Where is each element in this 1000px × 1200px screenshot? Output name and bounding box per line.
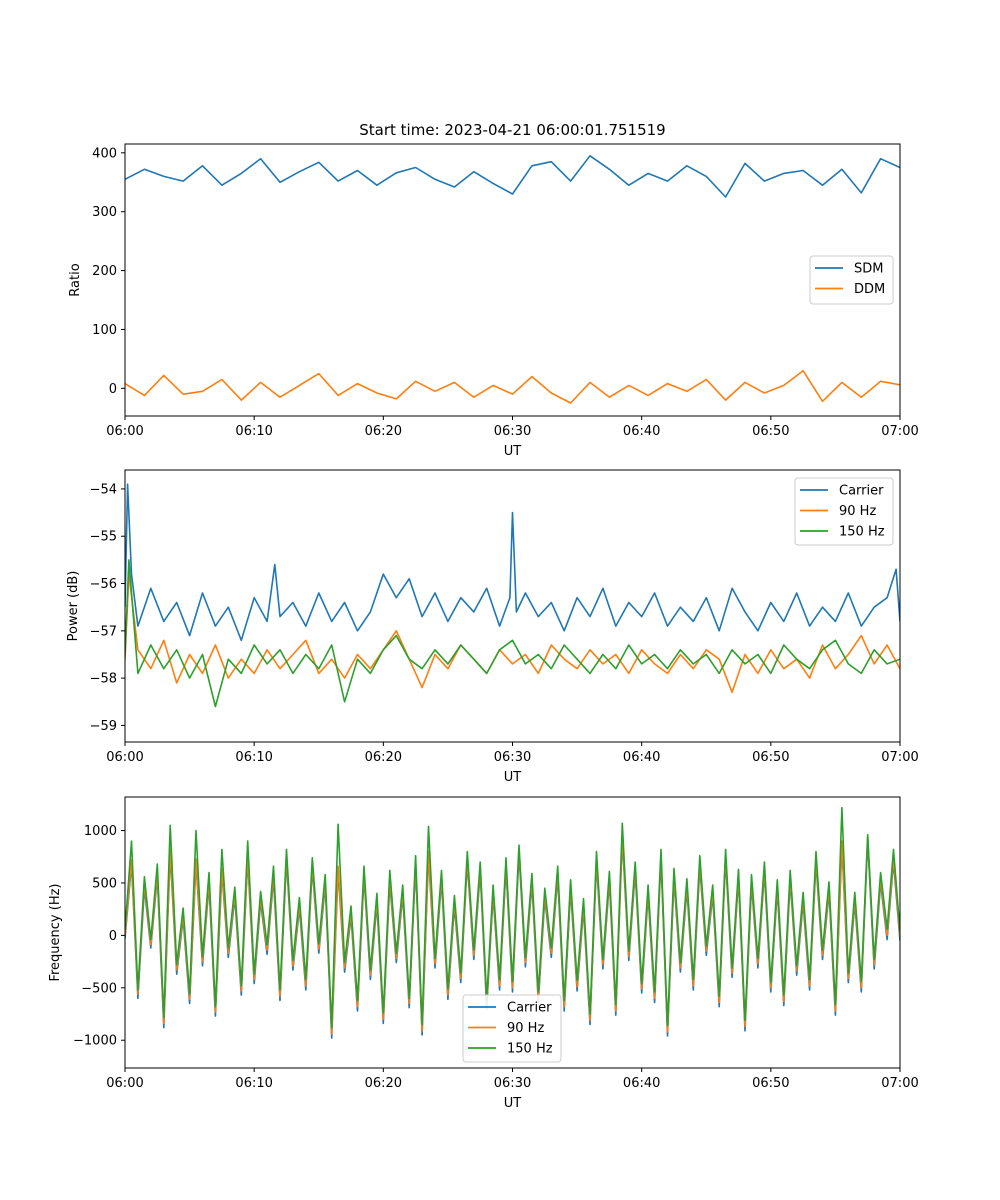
power-panel: 06:00 06:10 06:20 06:30 06:40 06:50 07:00 −59 −5… bbox=[66, 469, 919, 785]
series-group bbox=[125, 806, 900, 1039]
series-group bbox=[125, 483, 900, 708]
y-tick-label: 1000 bbox=[84, 824, 117, 839]
x-axis-label: UT bbox=[504, 444, 522, 459]
x-tick-label: 06:20 bbox=[365, 1076, 402, 1091]
x-tick-label: 06:00 bbox=[106, 750, 143, 765]
x-tick-label: 06:50 bbox=[752, 750, 789, 765]
y-axis-label: Frequency (Hz) bbox=[48, 883, 63, 981]
legend-box bbox=[794, 477, 894, 546]
legend: Carrier 90 Hz 150 Hz bbox=[462, 994, 562, 1063]
x-axis-label: UT bbox=[504, 1096, 522, 1111]
legend-entry: 90 Hz bbox=[839, 504, 876, 519]
series-line-90-hz bbox=[125, 573, 900, 694]
figure-title: Start time: 2023-04-21 06:00:01.751519 bbox=[359, 121, 665, 139]
series-line-carrier bbox=[125, 838, 900, 1039]
x-tick-label: 06:00 bbox=[106, 424, 143, 439]
y-tick-label: −54 bbox=[90, 482, 117, 497]
legend-entry: SDM bbox=[854, 262, 883, 277]
x-tick-label: 06:20 bbox=[365, 750, 402, 765]
x-tick-label: 06:50 bbox=[752, 424, 789, 439]
y-tick-label: −55 bbox=[90, 530, 117, 545]
legend-entry: DDM bbox=[854, 282, 885, 297]
y-tick-label: −500 bbox=[81, 981, 117, 996]
x-tick-label: 06:50 bbox=[752, 1076, 789, 1091]
legend-entry: Carrier bbox=[839, 484, 884, 499]
x-tick-label: 06:20 bbox=[365, 424, 402, 439]
y-tick-label: 300 bbox=[92, 205, 117, 220]
x-tick-label: 06:10 bbox=[235, 1076, 272, 1091]
series-line-sdm bbox=[125, 155, 900, 198]
y-tick-label: 0 bbox=[109, 382, 117, 397]
frequency-panel: 06:00 06:10 06:20 06:30 06:40 06:50 07:00 −1000… bbox=[48, 796, 919, 1111]
legend-box bbox=[462, 994, 562, 1063]
y-axis-label: Power (dB) bbox=[66, 571, 81, 642]
x-tick-label: 06:40 bbox=[623, 1076, 660, 1091]
series-group bbox=[125, 155, 900, 404]
series-line-150-hz bbox=[125, 806, 900, 1029]
x-tick-label: 07:00 bbox=[881, 750, 918, 765]
y-tick-label: 400 bbox=[92, 146, 117, 161]
x-tick-label: 07:00 bbox=[881, 1076, 918, 1091]
x-tick-label: 06:00 bbox=[106, 1076, 143, 1091]
axes-frame bbox=[124, 469, 901, 743]
legend-entry: 90 Hz bbox=[507, 1021, 544, 1036]
legend: SDM DDM bbox=[809, 255, 894, 305]
y-tick-label: 0 bbox=[109, 929, 117, 944]
series-line-carrier bbox=[125, 483, 900, 642]
x-tick-label: 06:30 bbox=[494, 1076, 531, 1091]
x-tick-label: 07:00 bbox=[881, 424, 918, 439]
y-tick-label: 100 bbox=[92, 323, 117, 338]
y-tick-label: −56 bbox=[90, 577, 117, 592]
series-line-ddm bbox=[125, 369, 900, 404]
x-tick-label: 06:40 bbox=[623, 424, 660, 439]
legend-entry: 150 Hz bbox=[507, 1042, 553, 1057]
y-axis-label: Ratio bbox=[68, 263, 83, 296]
legend: Carrier 90 Hz 150 Hz bbox=[794, 477, 894, 546]
legend-entry: 150 Hz bbox=[839, 525, 885, 540]
y-tick-label: 500 bbox=[92, 876, 117, 891]
y-tick-label: 200 bbox=[92, 264, 117, 279]
y-tick-label: −59 bbox=[90, 719, 117, 734]
x-tick-label: 06:10 bbox=[235, 750, 272, 765]
x-axis-label: UT bbox=[504, 770, 522, 785]
y-tick-label: −57 bbox=[90, 624, 117, 639]
x-tick-label: 06:40 bbox=[623, 750, 660, 765]
series-line-90-hz bbox=[125, 833, 900, 1035]
x-tick-label: 06:10 bbox=[235, 424, 272, 439]
series-line-150-hz bbox=[125, 559, 900, 708]
ratio-panel: 06:00 06:10 06:20 06:30 06:40 06:50 07:00 0 100 2… bbox=[68, 143, 919, 459]
y-tick-label: −58 bbox=[90, 672, 117, 687]
x-tick-label: 06:30 bbox=[494, 750, 531, 765]
legend-entry: Carrier bbox=[507, 1001, 552, 1016]
x-tick-label: 06:30 bbox=[494, 424, 531, 439]
y-tick-label: −1000 bbox=[73, 1034, 117, 1049]
axes-frame bbox=[124, 143, 901, 417]
